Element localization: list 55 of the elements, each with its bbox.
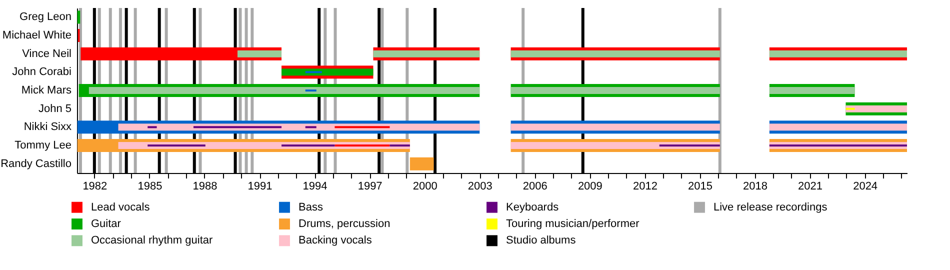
y-tick-label: Vince Neil <box>22 48 72 60</box>
x-tick-label: 1988 <box>192 180 218 192</box>
bar <box>510 124 720 131</box>
legend-label: Keyboards <box>506 201 560 214</box>
y-tick-label: Randy Castillo <box>0 158 72 170</box>
y-tick-label: Mick Mars <box>21 84 72 96</box>
bar <box>373 50 480 58</box>
y-tick-label: John 5 <box>38 102 72 115</box>
legend-label: Lead vocals <box>91 201 150 214</box>
x-tick-label: 1994 <box>302 180 328 192</box>
bar <box>769 124 907 131</box>
bar <box>410 157 434 170</box>
legend-label: Touring musician/performer <box>506 218 640 230</box>
x-tick-label: 2012 <box>632 180 658 192</box>
bar <box>88 87 480 94</box>
x-tick-label: 1982 <box>82 180 108 192</box>
legend-label: Drums, percussion <box>298 218 390 230</box>
legend-label: Guitar <box>91 218 122 230</box>
bar <box>148 144 206 146</box>
bar <box>769 50 907 58</box>
legend-label: Occasional rhythm guitar <box>91 234 213 247</box>
bar <box>282 144 335 146</box>
x-tick-label: 2024 <box>853 180 878 192</box>
x-tick-label: 2009 <box>578 180 602 192</box>
y-tick-label: Nikki Sixx <box>24 121 72 134</box>
x-tick-label: 1991 <box>248 180 272 192</box>
legend-label: Backing vocals <box>298 234 372 247</box>
x-tick-label: 2006 <box>522 180 548 192</box>
y-tick-label: John Corabi <box>12 66 72 78</box>
bar <box>846 105 907 112</box>
y-tick-label: Tommy Lee <box>14 140 72 152</box>
x-tick-label: 1997 <box>358 180 382 192</box>
x-tick-label: 1985 <box>138 180 162 192</box>
x-tick-label: 2015 <box>688 180 712 192</box>
bar <box>510 50 720 58</box>
bar <box>769 87 855 94</box>
y-tick-label: Greg Leon <box>20 11 72 24</box>
bar <box>659 144 720 146</box>
bar <box>846 108 855 110</box>
bar <box>237 50 282 58</box>
y-tick-label: Michael White <box>2 30 72 42</box>
bar <box>305 90 316 92</box>
bar <box>390 144 410 146</box>
bar <box>77 10 80 24</box>
legend-label: Bass <box>298 201 324 214</box>
x-tick-label: 2003 <box>468 180 492 192</box>
legend-label: Live release recordings <box>714 201 828 214</box>
x-tick-label: 2000 <box>412 180 438 192</box>
bar <box>510 142 720 149</box>
bar <box>510 87 720 94</box>
legend-label: Studio albums <box>506 234 576 247</box>
x-tick-label: 2021 <box>798 180 823 192</box>
x-tick-label: 2018 <box>743 180 768 192</box>
bar <box>305 71 322 74</box>
bar <box>769 144 907 146</box>
